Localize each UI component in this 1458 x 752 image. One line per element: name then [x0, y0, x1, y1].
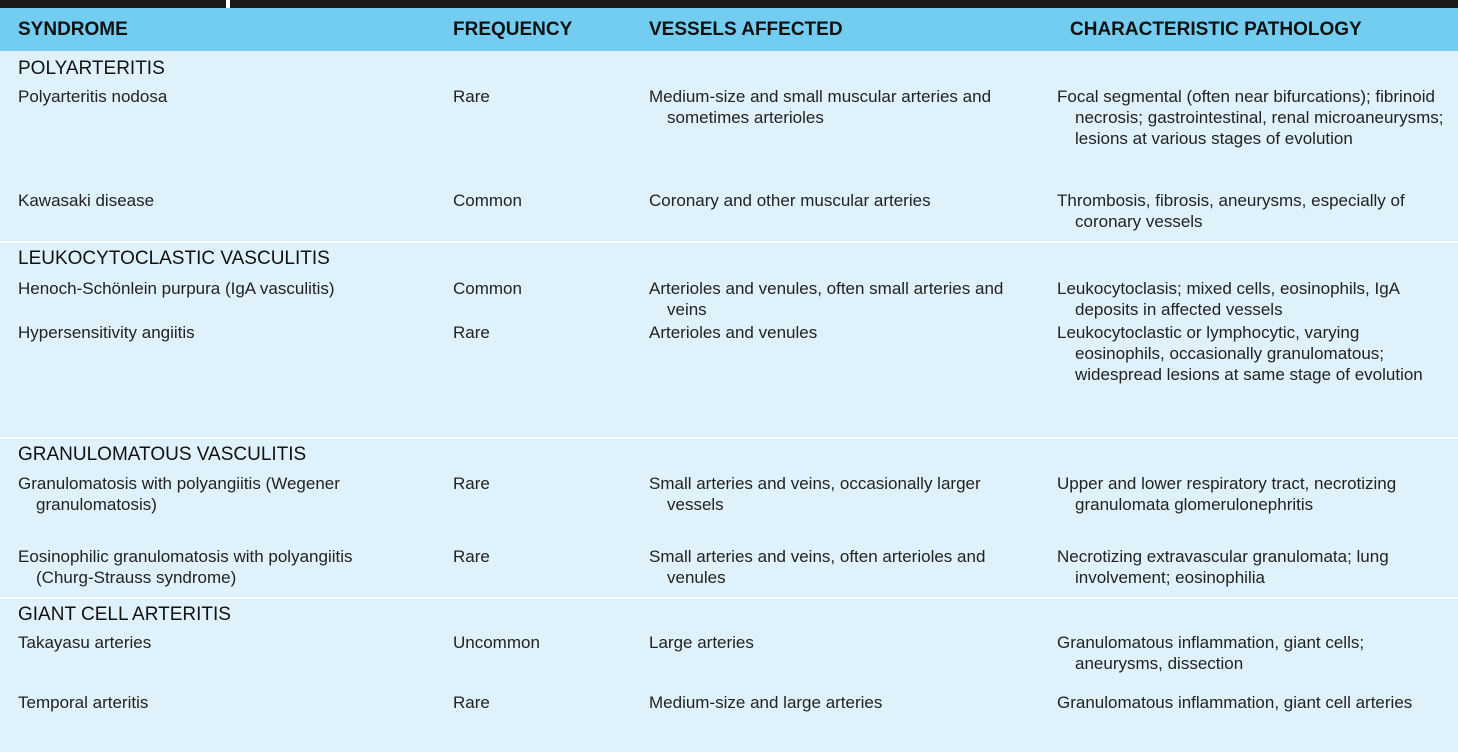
vasculitis-table: SYNDROME FREQUENCY VESSELS AFFECTED CHAR… [0, 8, 1458, 752]
syndrome-cell: Eosinophilic granulomatosis with polyang… [18, 547, 353, 587]
frequency-cell: Rare [453, 474, 490, 493]
pathology-cell: Leukocytoclasis; mixed cells, eosinophil… [1057, 279, 1400, 319]
syndrome-cell: Polyarteritis nodosa [18, 87, 168, 106]
header-pathology: CHARACTERISTIC PATHOLOGY [1070, 19, 1362, 40]
top-rule-notch [226, 0, 230, 8]
section-divider [0, 597, 1458, 599]
header-frequency: FREQUENCY [453, 19, 573, 40]
vessels-cell: Medium-size and large arteries [649, 693, 883, 712]
section-title: GIANT CELL ARTERITIS [18, 604, 231, 625]
header-syndrome: SYNDROME [18, 19, 128, 40]
pathology-cell: Upper and lower respiratory tract, necro… [1057, 474, 1397, 514]
pathology-cell: Thrombosis, fibrosis, aneurysms, especia… [1057, 191, 1405, 231]
pathology-cell: Leukocytoclastic or lymphocytic, varying… [1057, 323, 1423, 384]
frequency-cell: Rare [453, 693, 490, 712]
top-rule [0, 0, 1458, 8]
vessels-cell: Medium-size and small muscular arteries … [649, 87, 992, 127]
syndrome-cell: Temporal arteritis [18, 693, 149, 712]
frequency-cell: Uncommon [453, 633, 540, 652]
pathology-cell: Focal segmental (often near bifurcations… [1057, 87, 1444, 148]
vessels-cell: Large arteries [649, 633, 754, 652]
syndrome-cell: Kawasaki disease [18, 191, 155, 210]
section-title: GRANULOMATOUS VASCULITIS [18, 444, 307, 465]
vessels-cell: Small arteries and veins, occasionally l… [649, 474, 981, 514]
section-divider [0, 241, 1458, 243]
vessels-cell: Coronary and other muscular arteries [649, 191, 931, 210]
header-vessels: VESSELS AFFECTED [649, 19, 843, 40]
syndrome-cell: Takayasu arteries [18, 633, 152, 652]
frequency-cell: Rare [453, 323, 490, 342]
section-divider [0, 437, 1458, 439]
pathology-cell: Necrotizing extravascular granulomata; l… [1057, 547, 1389, 587]
frequency-cell: Rare [453, 547, 490, 566]
table-header: SYNDROME FREQUENCY VESSELS AFFECTED CHAR… [0, 8, 1458, 51]
syndrome-cell: Granulomatosis with polyangiitis (Wegene… [18, 474, 340, 514]
syndrome-cell: Henoch-Schönlein purpura (IgA vasculitis… [18, 279, 335, 298]
frequency-cell: Common [453, 191, 522, 210]
vessels-cell: Small arteries and veins, often arteriol… [649, 547, 986, 587]
frequency-cell: Rare [453, 87, 490, 106]
vessels-cell: Arterioles and venules [649, 323, 818, 342]
pathology-cell: Granulomatous inflammation, giant cells;… [1057, 633, 1365, 673]
section-title: LEUKOCYTOCLASTIC VASCULITIS [18, 248, 330, 269]
section-title: POLYARTERITIS [18, 58, 165, 79]
vessels-cell: Arterioles and venules, often small arte… [649, 279, 1004, 319]
frequency-cell: Common [453, 279, 522, 298]
syndrome-cell: Hypersensitivity angiitis [18, 323, 195, 342]
pathology-cell: Granulomatous inflammation, giant cell a… [1057, 693, 1413, 712]
